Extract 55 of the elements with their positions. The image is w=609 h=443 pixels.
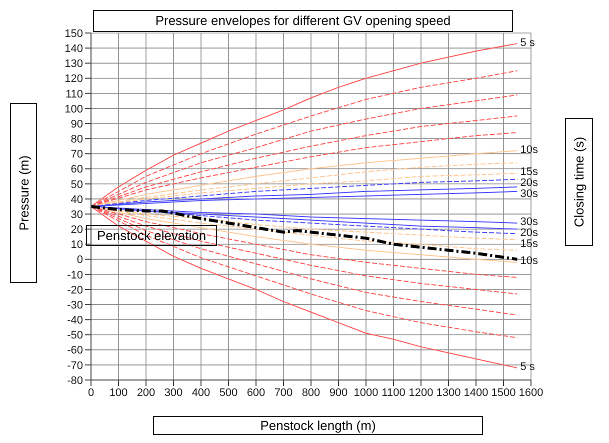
x-tick-label: 100 bbox=[109, 386, 128, 399]
x-tick-label: 800 bbox=[302, 386, 320, 399]
series-label: 10s bbox=[520, 255, 538, 268]
x-tick-label: 1000 bbox=[354, 386, 378, 399]
x-tick-label: 500 bbox=[219, 386, 238, 399]
x-tick-label: 1500 bbox=[491, 386, 516, 399]
series-label: 30s bbox=[520, 188, 538, 202]
y-tick-label: 60 bbox=[70, 164, 83, 176]
x-tick-label: 1300 bbox=[436, 386, 461, 399]
x-tick-label: 1600 bbox=[518, 386, 544, 399]
x-tick-label: 200 bbox=[136, 386, 156, 399]
y-tick-label: 20 bbox=[70, 224, 83, 236]
y-tick-label: 40 bbox=[70, 194, 83, 206]
y-tick-label: 90 bbox=[70, 118, 83, 130]
x-tick-label: 1100 bbox=[382, 386, 406, 399]
x-tick-label: 900 bbox=[329, 386, 348, 399]
series-label: 20s bbox=[520, 177, 538, 190]
y-tick-label: 80 bbox=[70, 134, 83, 146]
y-tick-label: -30 bbox=[67, 299, 83, 312]
y-tick-label: 100 bbox=[64, 103, 83, 116]
y-tick-label: -20 bbox=[67, 284, 83, 296]
y-tick-label: 140 bbox=[64, 42, 83, 55]
series-label: 20s bbox=[520, 227, 538, 240]
x-tick-label: 0 bbox=[88, 386, 94, 399]
series-label: 15s bbox=[520, 238, 538, 252]
series-label: 15s bbox=[520, 166, 538, 178]
y-tick-label: -80 bbox=[67, 374, 83, 387]
y-axis-title: Pressure (m) bbox=[16, 155, 31, 231]
y-tick-label: -60 bbox=[67, 344, 83, 357]
series-label: 10s bbox=[520, 144, 538, 157]
series-label: 30s bbox=[520, 216, 538, 228]
x-tick-label: 1400 bbox=[464, 386, 488, 399]
x-tick-label: 400 bbox=[192, 386, 210, 399]
y-tick-label: 120 bbox=[64, 73, 83, 86]
y-tick-label: 150 bbox=[64, 28, 83, 40]
series-label: 5 s bbox=[520, 36, 535, 50]
y-tick-label: 130 bbox=[64, 58, 83, 70]
chart-title: Pressure envelopes for different GV opening speed bbox=[93, 10, 513, 32]
x-tick-label: 300 bbox=[164, 386, 183, 399]
y-tick-label: 30 bbox=[70, 208, 83, 221]
y-tick-label: 70 bbox=[70, 148, 83, 161]
x-tick-label: 700 bbox=[274, 386, 293, 399]
x-tick-label: 600 bbox=[246, 386, 266, 399]
y-tick-label: 0 bbox=[76, 254, 83, 266]
y-tick-label: 110 bbox=[65, 88, 83, 100]
y-tick-label: 50 bbox=[70, 178, 83, 191]
y-tick-label: -50 bbox=[67, 330, 83, 342]
text: Closing time (s) bbox=[572, 136, 586, 228]
y-tick-label: -40 bbox=[67, 314, 83, 327]
x-tick-label: 1200 bbox=[408, 386, 434, 399]
x-axis-title: Penstock length (m) bbox=[153, 416, 483, 435]
series-label: 5 s bbox=[520, 360, 535, 374]
y-tick-label: -10 bbox=[67, 269, 83, 282]
y-tick-label: 10 bbox=[70, 239, 83, 252]
y-tick-label: -70 bbox=[67, 360, 83, 372]
